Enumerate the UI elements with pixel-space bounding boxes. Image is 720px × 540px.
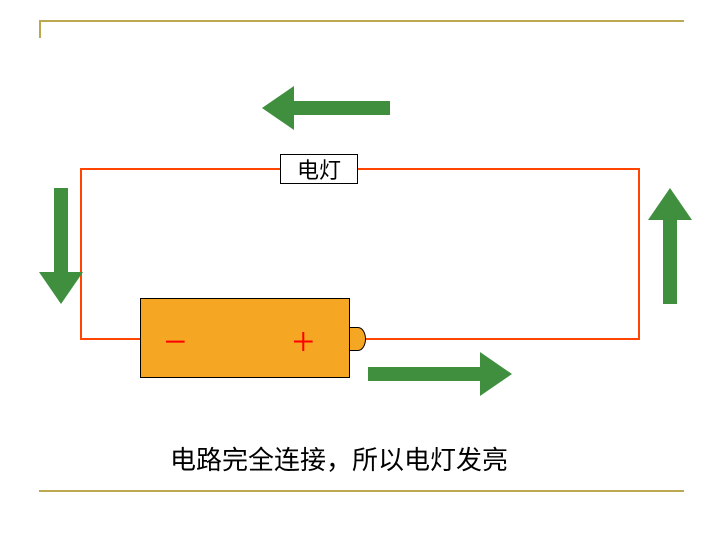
wire-top-left	[80, 168, 280, 170]
caption-text: 电路完全连接，所以电灯发亮	[170, 440, 508, 477]
battery-plus: +	[292, 318, 315, 365]
battery-minus: −	[164, 318, 187, 365]
frame-bottom-line	[39, 490, 684, 492]
wire-bottom-left	[80, 338, 140, 340]
lamp-box: 电灯	[280, 154, 358, 184]
frame-top-line	[57, 20, 684, 22]
lamp-label: 电灯	[297, 153, 341, 185]
arrow-left-down	[39, 188, 83, 304]
arrow-bottom-right	[368, 352, 512, 396]
wire-top-right	[358, 168, 640, 170]
arrow-right-up	[648, 188, 692, 304]
battery-tip	[350, 327, 366, 351]
wire-bottom-right	[366, 338, 640, 340]
wire-right	[638, 168, 640, 340]
frame-corner	[39, 20, 57, 38]
arrow-top-left	[262, 86, 390, 130]
